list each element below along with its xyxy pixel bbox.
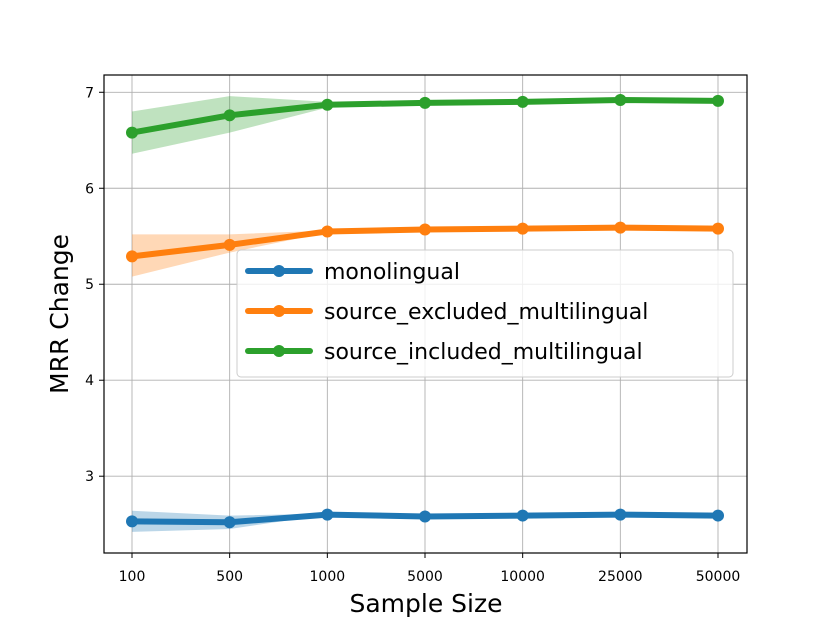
x-tick-label: 100: [119, 569, 146, 585]
legend-label-monolingual: monolingual: [324, 260, 460, 285]
series-lines: [126, 93, 724, 529]
y-tick-label: 7: [85, 85, 94, 101]
source-excluded-multilingual-point: [614, 221, 627, 234]
x-tick-label: 5000: [407, 569, 443, 585]
monolingual-point: [223, 516, 236, 529]
source-included-multilingual-point: [321, 98, 334, 111]
y-tick-label: 3: [85, 469, 94, 485]
monolingual-point: [712, 509, 724, 522]
x-tick-label: 500: [216, 569, 243, 585]
x-tick-label: 10000: [500, 569, 545, 585]
x-axis-label: Sample Size: [349, 589, 502, 618]
y-axis-label: MRR Change: [45, 234, 74, 394]
source-included-multilingual-point: [516, 95, 529, 108]
y-tick-label: 4: [85, 373, 94, 389]
legend-marker-monolingual: [273, 265, 285, 277]
legend-marker-source-included-multilingual: [273, 345, 285, 357]
monolingual-point: [321, 508, 334, 521]
legend-marker-source-excluded-multilingual: [273, 305, 285, 317]
x-tick-label: 50000: [696, 569, 741, 585]
source-excluded-multilingual-point: [516, 222, 529, 235]
source-included-multilingual-point: [419, 96, 431, 109]
source-included-multilingual-point: [223, 109, 236, 122]
monolingual-point: [516, 509, 529, 522]
source-excluded-multilingual-point: [712, 222, 724, 235]
source-excluded-multilingual-point: [126, 250, 138, 263]
source-included-multilingual-point: [614, 93, 627, 106]
x-tick-label: 1000: [310, 569, 346, 585]
source-excluded-multilingual-point: [223, 238, 236, 251]
x-tick-label: 25000: [598, 569, 643, 585]
legend: monolingual source_excluded_multilinguals…: [236, 249, 734, 378]
monolingual-point: [126, 515, 138, 528]
y-tick-label: 6: [85, 181, 94, 197]
legend-box: [236, 249, 734, 378]
legend-label-source-included-multilingual: source_included_multilingual: [324, 340, 643, 365]
monolingual-point: [614, 508, 627, 521]
source-excluded-multilingual-point: [419, 223, 431, 236]
y-tick-label: 5: [85, 277, 94, 293]
source-included-multilingual-point: [126, 126, 138, 139]
source-excluded-multilingual-point: [321, 225, 334, 238]
source-included-multilingual-point: [712, 94, 724, 107]
monolingual-point: [419, 510, 431, 523]
axis-ticks: 100 500 1000 5000 10000 25000 50000 3 4 5 6 7: [85, 85, 740, 585]
legend-label-source-excluded-multilingual: source_excluded_multilingual: [324, 300, 648, 325]
